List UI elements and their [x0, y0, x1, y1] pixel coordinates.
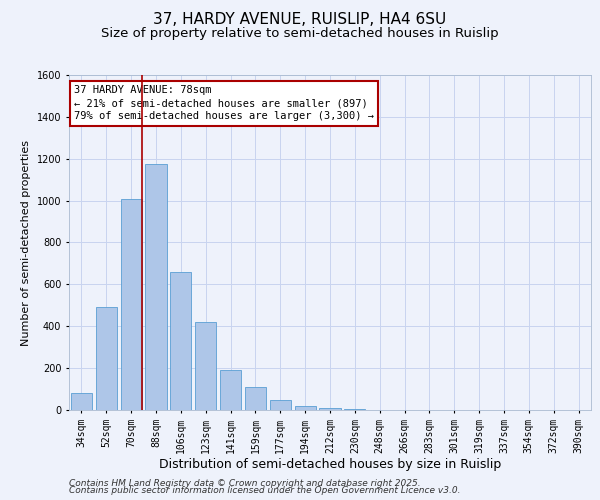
Text: 37, HARDY AVENUE, RUISLIP, HA4 6SU: 37, HARDY AVENUE, RUISLIP, HA4 6SU — [154, 12, 446, 28]
Text: 37 HARDY AVENUE: 78sqm
← 21% of semi-detached houses are smaller (897)
79% of se: 37 HARDY AVENUE: 78sqm ← 21% of semi-det… — [74, 85, 374, 122]
Bar — [245, 387, 266, 410]
Bar — [170, 272, 191, 410]
Bar — [319, 408, 341, 410]
Bar — [270, 400, 291, 410]
Text: Contains HM Land Registry data © Crown copyright and database right 2025.: Contains HM Land Registry data © Crown c… — [69, 478, 421, 488]
Bar — [220, 370, 241, 410]
Bar — [145, 164, 167, 410]
Text: Size of property relative to semi-detached houses in Ruislip: Size of property relative to semi-detach… — [101, 28, 499, 40]
X-axis label: Distribution of semi-detached houses by size in Ruislip: Distribution of semi-detached houses by … — [159, 458, 501, 471]
Bar — [344, 409, 365, 410]
Bar — [295, 406, 316, 410]
Bar — [71, 393, 92, 410]
Bar — [96, 308, 117, 410]
Bar — [195, 322, 216, 410]
Y-axis label: Number of semi-detached properties: Number of semi-detached properties — [21, 140, 31, 346]
Text: Contains public sector information licensed under the Open Government Licence v3: Contains public sector information licen… — [69, 486, 461, 495]
Bar — [121, 198, 142, 410]
